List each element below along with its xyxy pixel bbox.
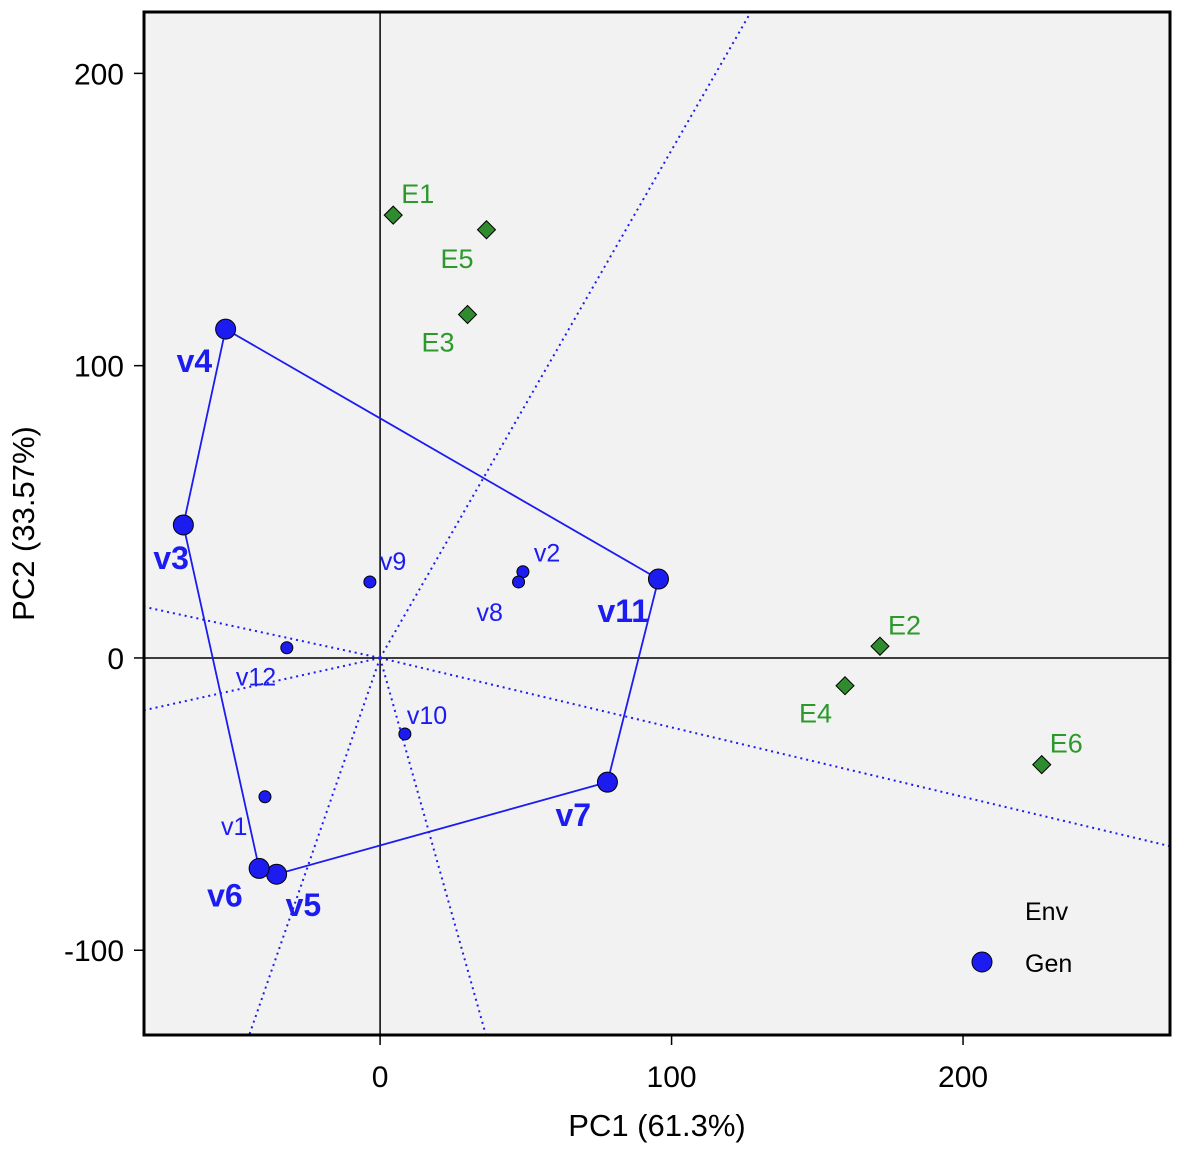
sector-lines <box>143 11 1171 1036</box>
environment-label-E6: E6 <box>1050 729 1083 759</box>
genotype-label-v6: v6 <box>207 877 243 913</box>
sector-line-v5v6 <box>248 657 382 1036</box>
genotype-label-v12: v12 <box>236 664 276 692</box>
sector-line-v6v3 <box>143 656 381 712</box>
y-tick-label--100: -100 <box>64 935 124 968</box>
legend-gen-marker <box>971 951 993 973</box>
axis-ticks: 0 100 200 -100 0 100 200 <box>64 58 988 1094</box>
genotype-label-v9: v9 <box>380 548 406 576</box>
genotype-label-v5: v5 <box>286 887 322 923</box>
x-tick-label-0: 0 <box>372 1061 389 1094</box>
points-layer <box>172 205 1052 885</box>
y-axis-title: PC2 (33.57%) <box>6 426 41 621</box>
y-tick-label-100: 100 <box>74 351 124 384</box>
sector-line-v4v11 <box>379 11 752 659</box>
environment-point-E5 <box>476 220 497 240</box>
y-tick-label-200: 200 <box>74 58 124 91</box>
environment-label-E2: E2 <box>888 610 921 640</box>
genotype-label-v10: v10 <box>407 702 447 730</box>
genotype-point-v1 <box>258 790 272 804</box>
genotype-point-v7 <box>596 771 618 793</box>
environment-label-E4: E4 <box>799 699 832 729</box>
genotype-point-v5 <box>266 863 288 885</box>
x-tick-label-200: 200 <box>938 1061 988 1094</box>
plot-panel <box>144 12 1170 1035</box>
genotype-point-v3 <box>172 514 194 536</box>
genotype-label-v11: v11 <box>597 593 649 629</box>
legend: Env Gen <box>971 898 1072 978</box>
genotype-point-v4 <box>215 318 237 340</box>
y-tick-label-0: 0 <box>107 643 124 676</box>
x-tick-label-100: 100 <box>647 1061 697 1094</box>
environment-point-E1 <box>383 205 403 225</box>
genotype-label-v8: v8 <box>477 599 503 627</box>
labels-layer: v1 v2 v3 v4 v5 v6 v7 v8 v9 v10 v11 v12 E1 E2 E3 E4 E5 E6 <box>153 179 1082 923</box>
genotype-label-v2: v2 <box>534 540 560 568</box>
legend-env-label: Env <box>1025 898 1069 926</box>
environment-point-E3 <box>457 304 478 325</box>
genotype-point-v12 <box>280 641 294 655</box>
environment-point-E2 <box>870 636 890 656</box>
genotype-point-v10 <box>398 727 412 741</box>
environment-label-E5: E5 <box>440 244 473 274</box>
genotype-point-v11 <box>647 568 669 590</box>
legend-gen-label: Gen <box>1025 950 1072 978</box>
x-axis-title: PC1 (61.3%) <box>568 1108 745 1143</box>
genotype-label-v7: v7 <box>555 797 591 833</box>
genotype-point-v6 <box>248 857 270 879</box>
environment-point-E6 <box>1032 754 1052 775</box>
genotype-label-v1: v1 <box>221 813 247 841</box>
plot-border <box>142 10 1172 1037</box>
genotype-point-v9 <box>363 575 377 589</box>
sector-line-v3v4 <box>143 605 381 659</box>
zero-axes <box>144 12 1170 1035</box>
environment-point-E4 <box>835 676 855 696</box>
environment-label-E3: E3 <box>422 328 455 358</box>
genotype-label-v4: v4 <box>177 343 213 379</box>
genotype-point-v8 <box>512 575 526 589</box>
environment-label-E1: E1 <box>401 179 434 209</box>
genotype-label-v3: v3 <box>153 540 189 576</box>
